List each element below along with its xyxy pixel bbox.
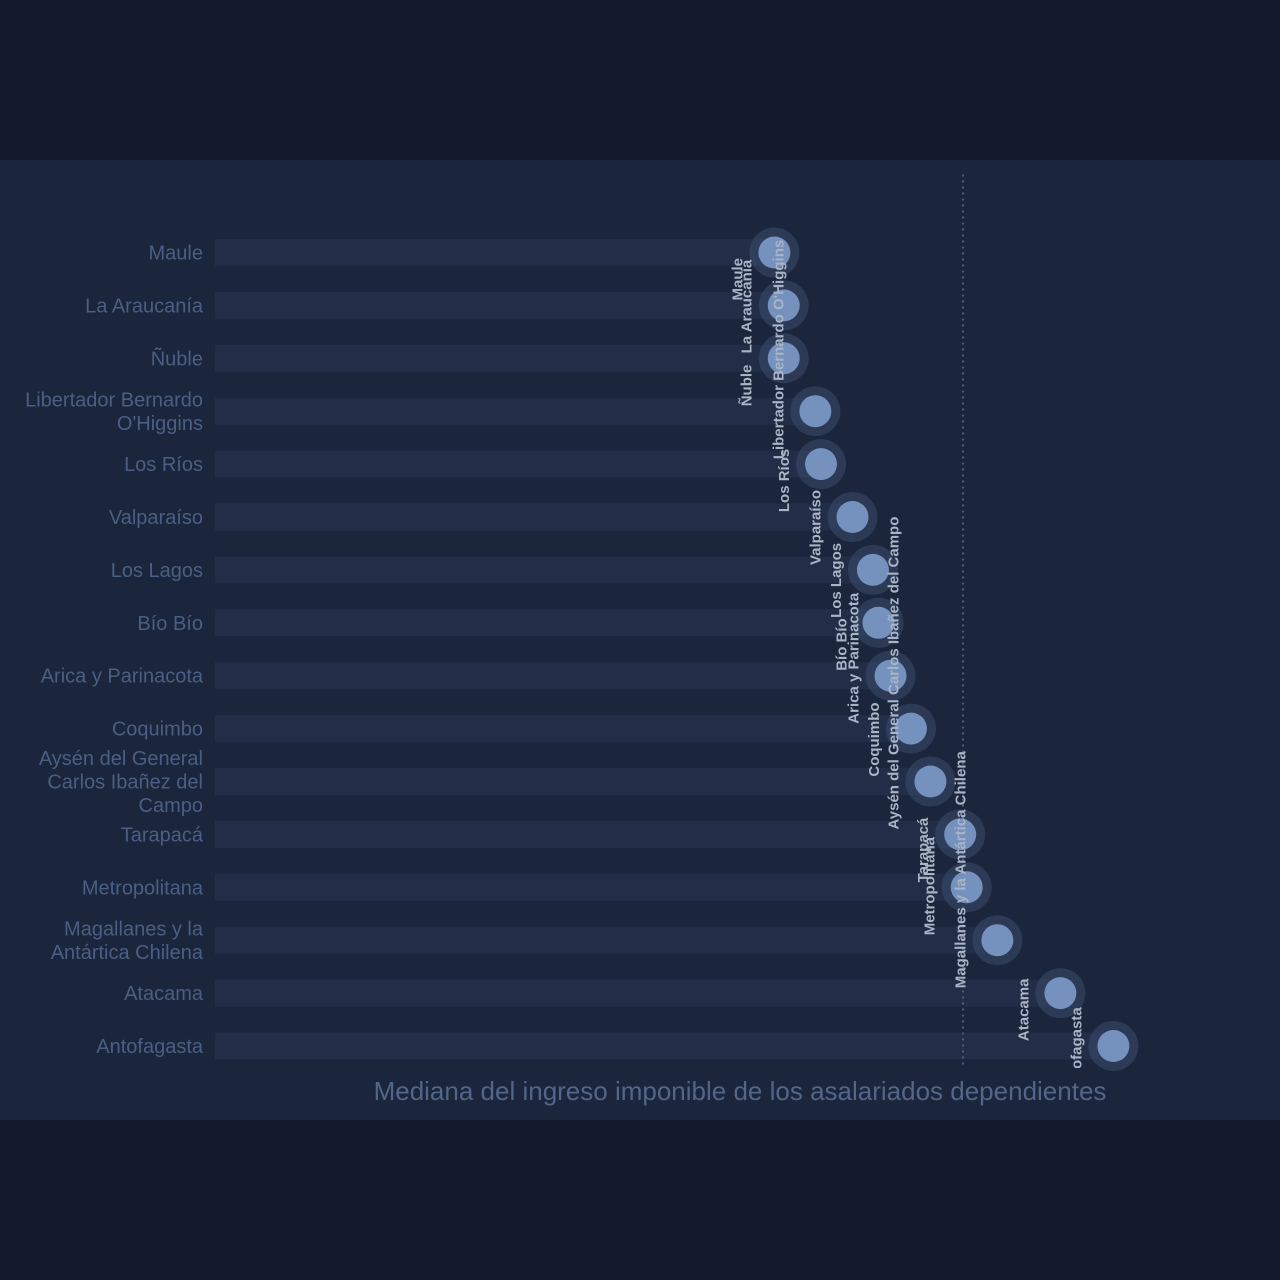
category-label: Aysén del General Carlos Ibañez del Campo	[39, 748, 203, 817]
data-point[interactable]	[758, 236, 791, 269]
bar-track	[215, 344, 784, 372]
point-label: Aysén del General Carlos Ibañez del Camp…	[885, 517, 902, 830]
point-label: Ñuble	[738, 365, 756, 407]
point-label: Bío Bío	[833, 618, 850, 671]
bar-track	[215, 609, 879, 637]
category-label-line: O'Higgins	[117, 413, 203, 435]
category-label-line: Campo	[139, 795, 203, 817]
bar-track	[215, 820, 961, 848]
category-label: Bío Bío	[137, 613, 203, 635]
bar-track	[215, 715, 911, 743]
category-label: Los Lagos	[111, 560, 203, 582]
category-label: Atacama	[124, 983, 204, 1005]
category-label-line: Magallanes y la	[64, 918, 204, 940]
data-point[interactable]	[981, 924, 1014, 957]
data-point[interactable]	[874, 659, 907, 692]
bar-track	[215, 1032, 1114, 1060]
point-label: Libertador Bernardo O'Higgins	[770, 240, 787, 459]
data-point[interactable]	[1097, 1030, 1130, 1062]
category-label-line: La Araucanía	[85, 295, 204, 317]
data-point[interactable]	[862, 606, 895, 639]
category-label: Antofagasta	[96, 1036, 204, 1058]
category-label: Ñuble	[151, 346, 203, 370]
point-label: Los Ríos	[776, 449, 793, 512]
bar-track	[215, 768, 931, 795]
bar-track	[215, 873, 967, 901]
point-label: Valparaíso	[808, 490, 825, 565]
bar-track	[215, 450, 821, 478]
data-point[interactable]	[836, 501, 869, 533]
data-point[interactable]	[767, 289, 800, 322]
point-label: Antofagasta	[1068, 1007, 1085, 1094]
bar-track	[215, 503, 853, 531]
category-label: Los Ríos	[124, 454, 203, 476]
bar-track	[215, 291, 784, 319]
category-label: Arica y Parinacota	[41, 666, 204, 688]
category-label: Coquimbo	[112, 719, 203, 741]
category-label-line: Los Lagos	[111, 560, 203, 582]
category-label-line: Coquimbo	[112, 719, 203, 741]
data-point[interactable]	[856, 553, 889, 586]
data-point[interactable]	[1044, 977, 1077, 1010]
data-point[interactable]	[944, 818, 977, 851]
category-label: Magallanes y la Antártica Chilena	[51, 918, 204, 964]
category-label: La Araucanía	[85, 295, 204, 317]
bar-track	[215, 662, 891, 690]
category-label-line: Libertador Bernardo	[25, 389, 203, 411]
point-label: Coquimbo	[866, 702, 883, 776]
category-label-line: Antártica Chilena	[51, 942, 204, 964]
category-label-line: Antofagasta	[96, 1036, 204, 1058]
bar-track	[215, 556, 873, 584]
panel-background	[0, 160, 1280, 1120]
data-point[interactable]	[804, 448, 837, 481]
data-point[interactable]	[767, 342, 800, 375]
category-label: Metropolitana	[82, 877, 204, 899]
category-label-line: Los Ríos	[124, 454, 203, 476]
category-label-line: Aysén del General	[39, 748, 203, 770]
category-label-line: Carlos Ibañez del	[47, 772, 203, 794]
bar-track	[215, 397, 816, 425]
point-label: La Araucanía	[739, 259, 756, 353]
category-label: Tarapacá	[121, 824, 204, 846]
point-label: Atacama	[1015, 978, 1032, 1041]
point-label: Tarapacá	[915, 817, 932, 882]
category-label-line: Bío Bío	[137, 613, 203, 635]
category-label-line: Maule	[149, 243, 203, 265]
category-label-line: Valparaíso	[109, 507, 203, 529]
point-label: Los Lagos	[828, 543, 845, 618]
data-point[interactable]	[799, 395, 832, 428]
point-label: Metropolitana	[922, 836, 939, 935]
category-label: Valparaíso	[109, 507, 203, 529]
bar-track	[215, 926, 998, 954]
category-label: Maule	[149, 243, 203, 265]
data-point[interactable]	[914, 765, 947, 798]
category-label-line: Atacama	[124, 983, 204, 1005]
data-point[interactable]	[950, 871, 983, 904]
point-label: Arica y Parinacota	[846, 592, 863, 724]
category-label-line: Tarapacá	[121, 824, 204, 846]
category-label-line: Ñuble	[151, 346, 203, 370]
data-point[interactable]	[894, 712, 927, 745]
category-label-line: Metropolitana	[82, 877, 204, 899]
category-label-line: Arica y Parinacota	[41, 666, 204, 688]
point-label: Maule	[729, 258, 746, 301]
x-axis-title: Mediana del ingreso imponible de los asa…	[374, 1076, 1107, 1106]
bar-track	[215, 979, 1061, 1007]
category-label: Libertador Bernardo O'Higgins	[25, 389, 203, 435]
point-label: Magallanes y la Antártica Chilena	[952, 751, 969, 989]
bar-track	[215, 239, 775, 266]
